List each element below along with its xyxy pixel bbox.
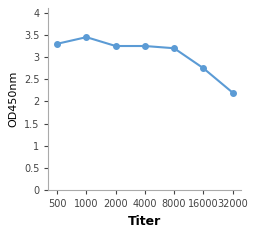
X-axis label: Titer: Titer <box>128 215 162 228</box>
Y-axis label: OD450nm: OD450nm <box>8 71 18 127</box>
